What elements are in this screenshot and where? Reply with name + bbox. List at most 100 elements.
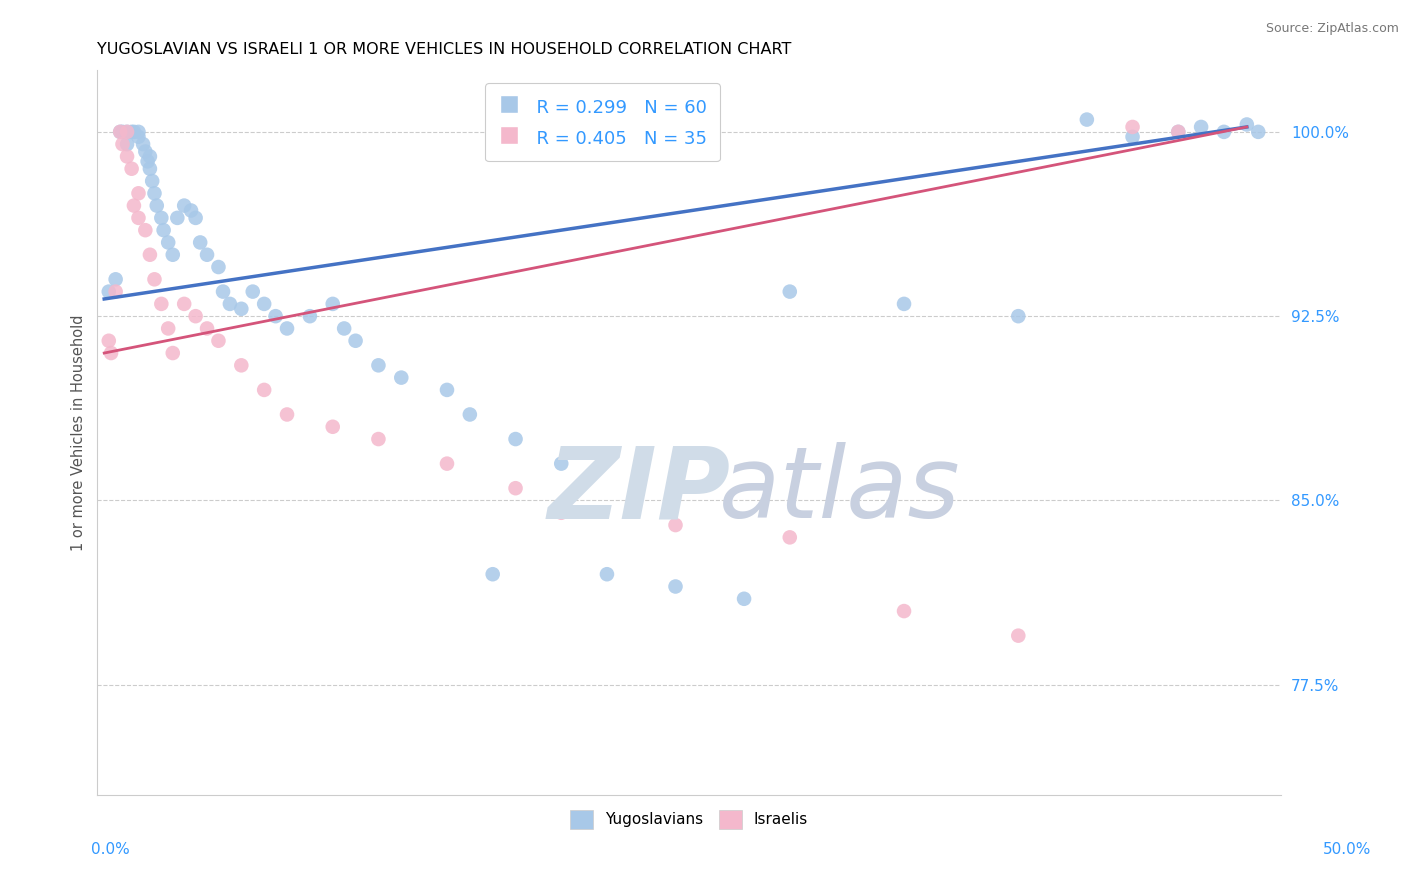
Point — [1076, 112, 1098, 127]
Point — [162, 346, 184, 360]
Point — [458, 408, 481, 422]
Point — [1189, 120, 1212, 134]
Point — [173, 297, 195, 311]
Point — [207, 260, 229, 274]
Point — [1167, 125, 1189, 139]
Point — [664, 518, 686, 533]
Point — [121, 161, 143, 176]
Point — [150, 297, 173, 311]
Point — [242, 285, 264, 299]
Point — [333, 321, 356, 335]
Point — [115, 125, 138, 139]
Point — [143, 186, 166, 201]
Point — [143, 272, 166, 286]
Point — [104, 272, 127, 286]
Point — [596, 567, 619, 582]
Point — [134, 145, 156, 159]
Point — [253, 297, 276, 311]
Point — [276, 321, 298, 335]
Point — [367, 432, 389, 446]
Point — [505, 481, 527, 495]
Point — [188, 235, 211, 250]
Point — [1122, 120, 1144, 134]
Point — [779, 285, 801, 299]
Point — [127, 129, 149, 144]
Text: 50.0%: 50.0% — [1323, 842, 1371, 856]
Point — [115, 137, 138, 152]
Text: 0.0%: 0.0% — [91, 842, 131, 856]
Point — [139, 161, 162, 176]
Point — [134, 223, 156, 237]
Point — [1167, 125, 1189, 139]
Point — [1007, 629, 1029, 643]
Point — [231, 301, 253, 316]
Point — [1236, 118, 1258, 132]
Point — [122, 198, 145, 212]
Y-axis label: 1 or more Vehicles in Household: 1 or more Vehicles in Household — [72, 315, 86, 551]
Point — [115, 149, 138, 163]
Point — [121, 125, 143, 139]
Point — [127, 186, 149, 201]
Point — [195, 321, 218, 335]
Point — [127, 125, 149, 139]
Point — [141, 174, 163, 188]
Point — [139, 248, 162, 262]
Point — [157, 321, 180, 335]
Point — [298, 309, 321, 323]
Point — [389, 370, 412, 384]
Text: atlas: atlas — [718, 442, 960, 540]
Point — [145, 198, 167, 212]
Point — [436, 457, 458, 471]
Point — [1213, 125, 1236, 139]
Point — [253, 383, 276, 397]
Point — [322, 419, 344, 434]
Point — [1122, 129, 1144, 144]
Point — [550, 457, 572, 471]
Point — [264, 309, 287, 323]
Point — [344, 334, 367, 348]
Point — [108, 125, 131, 139]
Point — [195, 248, 218, 262]
Point — [1007, 309, 1029, 323]
Point — [97, 285, 120, 299]
Point — [219, 297, 242, 311]
Point — [893, 604, 915, 618]
Point — [136, 154, 159, 169]
Text: ZIP: ZIP — [547, 442, 730, 540]
Point — [162, 248, 184, 262]
Legend: Yugoslavians, Israelis: Yugoslavians, Israelis — [564, 804, 814, 835]
Point — [184, 309, 207, 323]
Point — [322, 297, 344, 311]
Point — [152, 223, 174, 237]
Point — [505, 432, 527, 446]
Point — [122, 125, 145, 139]
Point — [733, 591, 755, 606]
Point — [481, 567, 503, 582]
Point — [111, 137, 134, 152]
Point — [166, 211, 188, 225]
Point — [231, 359, 253, 373]
Point — [207, 334, 229, 348]
Point — [97, 334, 120, 348]
Text: YUGOSLAVIAN VS ISRAELI 1 OR MORE VEHICLES IN HOUSEHOLD CORRELATION CHART: YUGOSLAVIAN VS ISRAELI 1 OR MORE VEHICLE… — [97, 42, 792, 57]
Text: Source: ZipAtlas.com: Source: ZipAtlas.com — [1265, 22, 1399, 36]
Point — [115, 125, 138, 139]
Point — [893, 297, 915, 311]
Point — [212, 285, 235, 299]
Point — [104, 285, 127, 299]
Point — [664, 580, 686, 594]
Point — [139, 149, 162, 163]
Point — [127, 211, 149, 225]
Point — [108, 125, 131, 139]
Point — [550, 506, 572, 520]
Point — [132, 137, 155, 152]
Point — [779, 530, 801, 544]
Point — [1247, 125, 1270, 139]
Point — [184, 211, 207, 225]
Point — [111, 125, 134, 139]
Point — [436, 383, 458, 397]
Point — [180, 203, 202, 218]
Point — [150, 211, 173, 225]
Point — [367, 359, 389, 373]
Point — [100, 346, 122, 360]
